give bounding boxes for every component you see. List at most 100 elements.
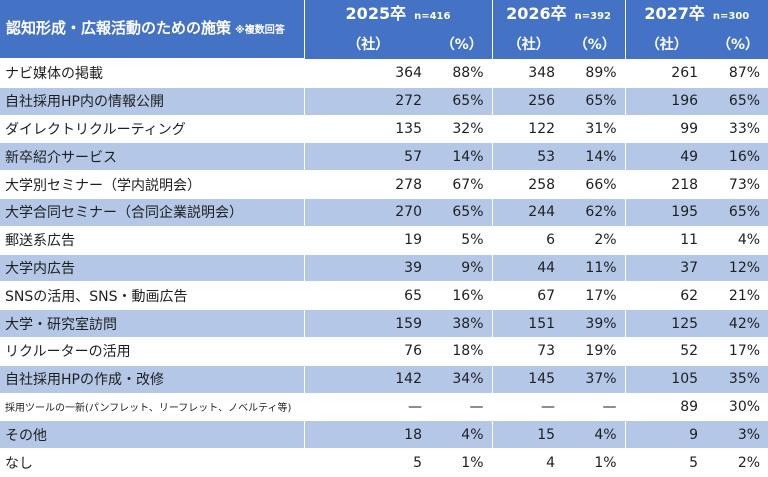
cell-count-2027: 89 [624,393,709,422]
cell-pct-2026: 14% [565,142,626,172]
row-label: 大学別セミナー（学内説明会） [0,170,304,199]
row-label: 大学内広告 [0,254,304,283]
cell-pct-2026: 65% [565,87,626,116]
cell-count-2026: 15 [491,420,566,450]
sample-size: n=392 [574,11,611,22]
cell-count-2027: 125 [624,309,709,338]
table-body: ナビ媒体の掲載 364 88% 348 89% 261 87% 自社採用HP内の情報公開 272… [0,59,768,477]
cell-count-2026: 256 [491,87,566,116]
cell-pct-2026: 31% [565,115,626,144]
cell-pct-2026: 66% [565,170,626,199]
row-label: 大学合同セミナー（合同企業説明会） [0,198,304,227]
table-row: 採用ツールの一新(パンフレット、リーフレット、ノベルティ等) — — — —89 30% [0,393,768,422]
cell-count-2026: 244 [491,198,566,227]
table-row: ナビ媒体の掲載 364 88% 348 89% 261 87% [0,59,768,88]
cell-pct-2025: 5% [432,226,493,255]
year-header-2025: 2025卒 n=416 [303,0,493,31]
row-label: その他 [0,420,304,450]
row-label: 採用ツールの一新(パンフレット、リーフレット、ノベルティ等) [0,393,304,422]
cell-count-2025: 364 [303,59,432,88]
cell-count-2026: — [491,393,566,422]
row-label: ダイレクトリクルーティング [0,115,304,144]
cell-pct-2027: 73% [708,170,768,199]
cell-pct-2027: 65% [708,198,768,227]
cell-pct-2025: 1% [432,448,493,477]
table-title: 認知形成・広報活動のための施策 ※複数回答 [0,0,304,60]
row-label: 大学・研究室訪問 [0,309,304,338]
row-label: リクルーターの活用 [0,337,304,366]
cell-pct-2026: 4% [565,420,626,450]
table-row: なし 5 1% 4 1% 5 2% [0,448,768,477]
cell-count-2027: 9 [624,420,709,450]
cell-count-2027: 11 [624,226,709,255]
cell-pct-2025: — [432,393,493,422]
cell-pct-2027: 21% [708,281,768,311]
cell-count-2026: 348 [491,59,566,88]
row-label: 郵送系広告 [0,226,304,255]
cell-pct-2025: 32% [432,115,493,144]
cell-pct-2027: 65% [708,87,768,116]
row-label: なし [0,448,304,477]
cell-pct-2025: 65% [432,87,493,116]
year-header-2026: 2026卒 n=392 [491,0,626,31]
cell-count-2026: 145 [491,365,566,394]
cell-pct-2026: 19% [565,337,626,366]
row-label: ナビ媒体の掲載 [0,59,304,88]
cell-count-2026: 6 [491,226,566,255]
cell-count-2027: 196 [624,87,709,116]
cell-count-2025: 270 [303,198,432,227]
cell-pct-2026: 62% [565,198,626,227]
row-label: 新卒紹介サービス [0,142,304,172]
cell-count-2027: 37 [624,254,709,283]
table-row: ダイレクトリクルーティング 135 32% 122 31% 99 33% [0,115,768,144]
cell-pct-2027: 4% [708,226,768,255]
cell-pct-2027: 35% [708,365,768,394]
cell-count-2025: 278 [303,170,432,199]
cell-pct-2025: 34% [432,365,493,394]
row-label: SNSの活用、SNS・動画広告 [0,281,304,311]
cell-pct-2025: 88% [432,59,493,88]
cell-count-2026: 151 [491,309,566,338]
cell-pct-2025: 16% [432,281,493,311]
cell-count-2026: 44 [491,254,566,283]
cell-pct-2026: 37% [565,365,626,394]
cell-count-2026: 4 [491,448,566,477]
year-label: 2027卒 [644,4,705,23]
cell-pct-2025: 65% [432,198,493,227]
cell-count-2027: 261 [624,59,709,88]
sample-size: n=300 [712,11,750,22]
cell-count-2025: — [303,393,432,422]
table-row: 大学合同セミナー（合同企業説明会） 270 65% 244 62% 195 65% [0,198,768,227]
cell-count-2025: 19 [303,226,432,255]
year-label: 2025卒 [345,4,407,23]
cell-pct-2025: 14% [432,142,493,172]
cell-count-2025: 135 [303,115,432,144]
cell-pct-2026: 11% [565,254,626,283]
cell-pct-2025: 18% [432,337,493,366]
header-row-years: 認知形成・広報活動のための施策 ※複数回答 2025卒 n=416 2026卒 n=3… [0,0,768,60]
table-row: 自社採用HPの作成・改修 142 34% 145 37% 105 35% [0,365,768,394]
cell-count-2026: 122 [491,115,566,144]
cell-pct-2025: 38% [432,309,493,338]
unit-count-2027: （社） [624,31,709,59]
cell-count-2025: 39 [303,254,432,283]
table-row: SNSの活用、SNS・動画広告 65 16% 67 17% 62 21% [0,281,768,311]
cell-count-2025: 5 [303,448,432,477]
cell-pct-2027: 33% [708,115,768,144]
sample-size: n=416 [414,11,451,22]
cell-pct-2026: 1% [565,448,626,477]
unit-pct-2025: （%） [432,31,493,59]
unit-count-2025: （社） [303,31,432,59]
cell-pct-2026: 39% [565,309,626,338]
cell-count-2027: 99 [624,115,709,144]
cell-count-2027: 218 [624,170,709,199]
table-row: その他 18 4% 15 4% 9 3% [0,420,768,450]
cell-count-2027: 49 [624,142,709,172]
cell-pct-2027: 17% [708,337,768,366]
cell-pct-2027: 3% [708,420,768,450]
table-row: 新卒紹介サービス 57 14% 53 14% 49 16% [0,142,768,172]
cell-count-2027: 52 [624,337,709,366]
cell-pct-2026: 89% [565,59,626,88]
header-row-units: （社） （%） （社） （%） （社） （%） [0,31,768,59]
unit-pct-2026: （%） [565,31,626,59]
